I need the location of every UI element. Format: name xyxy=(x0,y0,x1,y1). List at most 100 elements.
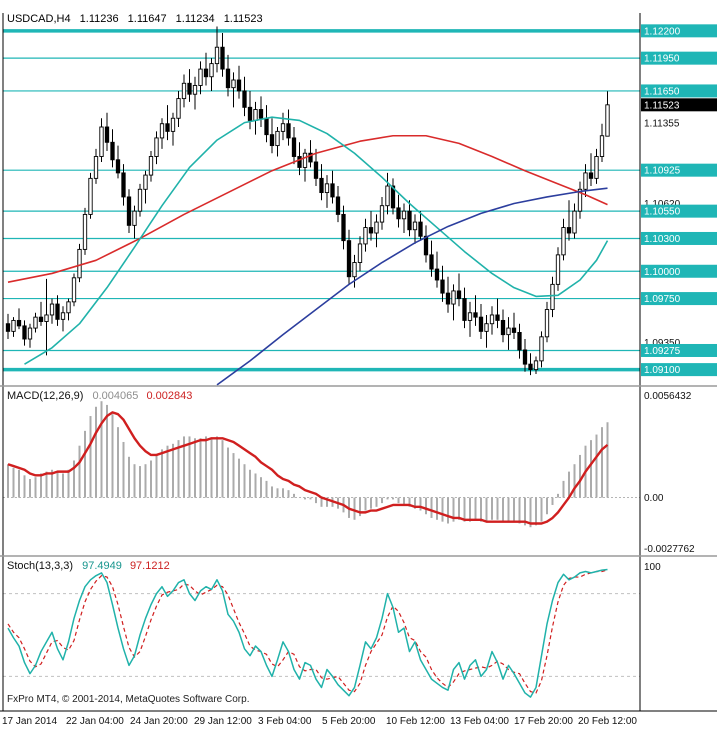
candle-body xyxy=(368,227,374,234)
candle-body xyxy=(335,196,341,215)
candle-body xyxy=(308,152,313,163)
candle-body xyxy=(192,85,198,95)
candle-body xyxy=(544,309,550,338)
price-scale[interactable]: 1.11355 1.10620 1.09350 1.12200 1.11950 1.116… xyxy=(641,24,717,573)
candle-body xyxy=(286,123,291,139)
stoch-signal-line xyxy=(7,569,608,694)
ma-red xyxy=(7,134,608,283)
level-price-label xyxy=(641,264,717,278)
candle-body xyxy=(247,106,253,121)
candle-body xyxy=(159,123,165,139)
candle-body xyxy=(104,126,110,143)
candle-body xyxy=(275,130,280,147)
level-price-label xyxy=(641,24,717,38)
candle-body xyxy=(566,227,572,234)
svg-text:1.11650: 1.11650 xyxy=(644,86,680,97)
date-label: 22 Jan 04:00 xyxy=(66,716,124,727)
candle-body xyxy=(181,82,187,100)
candle-body xyxy=(319,177,324,194)
candle-body xyxy=(49,303,55,316)
svg-text:1.10000: 1.10000 xyxy=(644,267,681,278)
candle-body xyxy=(280,123,286,132)
copyright-text: FxPro MT4, © 2001-2014, MetaQuotes Softw… xyxy=(7,694,250,705)
support-resistance-levels xyxy=(3,29,640,372)
candle-body xyxy=(341,213,346,242)
candle-body xyxy=(269,134,275,147)
panel-borders xyxy=(0,13,717,712)
candle-body xyxy=(258,109,264,119)
candle-body xyxy=(379,205,385,223)
candle-body xyxy=(423,235,429,256)
candle-body xyxy=(27,327,33,340)
level-price-label xyxy=(641,84,717,98)
candle-body xyxy=(484,323,489,332)
candle-body xyxy=(594,156,599,179)
candle-body xyxy=(220,46,225,70)
candle-body xyxy=(170,117,176,132)
candle-body xyxy=(297,156,302,168)
candle-body xyxy=(236,79,242,92)
svg-text:1.10925: 1.10925 xyxy=(644,166,681,177)
candle-body xyxy=(148,156,154,176)
candle-body xyxy=(434,268,440,281)
candle-body xyxy=(418,221,423,237)
date-label: 5 Feb 20:00 xyxy=(322,716,376,727)
candle-body xyxy=(445,292,451,305)
macd-signal-line xyxy=(7,411,609,525)
ohlc-close-value: 1.11523 xyxy=(223,13,263,25)
candle-body xyxy=(517,332,522,351)
date-label: 13 Feb 04:00 xyxy=(450,716,509,727)
candle-body xyxy=(132,210,137,226)
level-price-label xyxy=(641,231,717,245)
svg-text:1.09275: 1.09275 xyxy=(644,346,681,357)
svg-text:1.10620: 1.10620 xyxy=(644,199,681,210)
candle-body xyxy=(357,243,363,263)
svg-text:1.11523: 1.11523 xyxy=(644,100,680,111)
svg-text:1.11950: 1.11950 xyxy=(644,54,680,65)
candle-body xyxy=(456,290,462,300)
candle-body xyxy=(412,221,418,231)
ma-teal-line xyxy=(24,116,609,365)
stoch-signal-value: 97.1212 xyxy=(129,560,170,572)
svg-text:-0.0027762: -0.0027762 xyxy=(644,544,695,555)
svg-text:1.09350: 1.09350 xyxy=(644,338,681,349)
candle-body xyxy=(522,349,528,365)
candle-body xyxy=(550,283,555,310)
macd-panel xyxy=(3,401,640,528)
candle-body xyxy=(313,161,319,179)
candle-body xyxy=(528,363,533,371)
candle-body xyxy=(495,314,500,321)
candle-body xyxy=(16,319,22,327)
candle-body xyxy=(390,185,396,209)
candle-body xyxy=(214,46,220,65)
candle-body xyxy=(66,301,71,314)
candle-body xyxy=(99,126,104,157)
candle-body xyxy=(55,303,60,320)
candle-body xyxy=(302,152,308,168)
date-label: 3 Feb 04:00 xyxy=(258,716,312,727)
candle-body xyxy=(533,360,539,371)
level-price-label xyxy=(641,204,717,218)
stoch-name-label: Stoch(13,3,3) xyxy=(7,560,74,572)
ma-teal xyxy=(24,116,609,365)
candle-body xyxy=(187,82,192,95)
candle-body xyxy=(429,254,434,270)
candle-body xyxy=(121,172,126,198)
level-price-label xyxy=(641,51,717,65)
stoch-main-line xyxy=(7,568,608,698)
candle-body xyxy=(110,141,115,161)
candle-body xyxy=(33,316,38,329)
candle-body xyxy=(291,137,297,157)
date-label: 17 Feb 20:00 xyxy=(514,716,573,727)
svg-text:0.00: 0.00 xyxy=(644,493,664,504)
date-label: 17 Jan 2014 xyxy=(2,716,57,727)
ohlc-open-value: 1.11236 xyxy=(79,13,119,25)
time-scale[interactable]: 17 Jan 2014 22 Jan 04:00 24 Jan 20:00 29 Ja… xyxy=(2,716,637,727)
candle-body xyxy=(11,319,16,332)
candle-body xyxy=(143,174,148,190)
candle-body xyxy=(588,172,594,179)
ma-blue xyxy=(216,187,608,386)
candle-body xyxy=(330,183,335,198)
